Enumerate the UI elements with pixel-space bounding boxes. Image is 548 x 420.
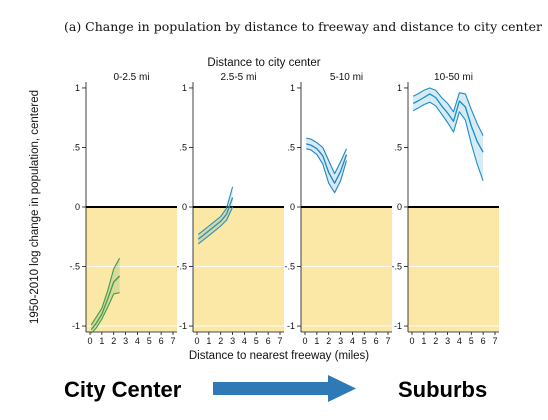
x-tick-label: 0 bbox=[302, 336, 307, 346]
y-tick-label: .5 bbox=[394, 142, 402, 152]
x-tick-label: 2 bbox=[111, 336, 116, 346]
x-tick-label: 5 bbox=[469, 336, 474, 346]
below-zero-shading bbox=[301, 207, 392, 332]
y-tick-label: 1 bbox=[397, 83, 402, 93]
y-tick-label: -.5 bbox=[284, 262, 295, 272]
x-tick-label: 3 bbox=[230, 336, 235, 346]
y-tick-label: .5 bbox=[179, 142, 187, 152]
upper-bound-line bbox=[90, 257, 121, 326]
x-tick-label: 7 bbox=[385, 336, 390, 346]
y-tick-label: -.5 bbox=[176, 262, 187, 272]
y-tick-label: -.5 bbox=[69, 262, 80, 272]
x-tick-label: 0 bbox=[194, 336, 199, 346]
lower-bound-line bbox=[90, 292, 120, 334]
panel-title: 0-2.5 mi bbox=[113, 72, 149, 83]
y-tick-label: 0 bbox=[75, 202, 80, 212]
x-tick-label: 6 bbox=[266, 336, 271, 346]
y-tick-label: -.5 bbox=[391, 262, 402, 272]
y-tick-label: -1 bbox=[394, 321, 402, 331]
panel-2: 5-10 mi1.50-.5-10 1 2 3 4 5 6 7 bbox=[284, 72, 392, 346]
direction-arrow bbox=[213, 375, 356, 402]
x-tick-label: 6 bbox=[481, 336, 486, 346]
x-tick-label: 4 bbox=[457, 336, 462, 346]
y-tick-label: 0 bbox=[397, 202, 402, 212]
lower-bound-line bbox=[306, 148, 348, 194]
upper-bound-line bbox=[306, 137, 348, 175]
series-line bbox=[306, 143, 348, 184]
x-tick-label: 4 bbox=[242, 336, 247, 346]
confidence-band bbox=[198, 186, 233, 244]
series-line bbox=[90, 275, 121, 331]
x-tick-label: 7 bbox=[170, 336, 175, 346]
panel-1: 2.5-5 mi1.50-.5-10 1 2 3 4 5 6 7 bbox=[176, 72, 284, 346]
x-axis-label: Distance to nearest freeway (miles) bbox=[189, 350, 369, 362]
lower-bound-line bbox=[412, 101, 484, 181]
panel-0: 0-2.5 mi1.50-.5-10 1 2 3 4 5 6 7 bbox=[69, 72, 177, 346]
x-tick-label: 2 bbox=[433, 336, 438, 346]
x-tick-label: 0 bbox=[87, 336, 92, 346]
series-line bbox=[412, 93, 484, 153]
x-tick-label: 6 bbox=[159, 336, 164, 346]
x-tick-label: 1 bbox=[206, 336, 211, 346]
arrow-shaft bbox=[213, 382, 328, 395]
upper-bound-line bbox=[197, 186, 234, 235]
x-tick-label: 3 bbox=[338, 336, 343, 346]
y-tick-label: 0 bbox=[182, 202, 187, 212]
panels-group: 0-2.5 mi1.50-.5-10 1 2 3 4 5 6 72.5-5 mi1.50-.5… bbox=[69, 72, 499, 346]
panel-title: 2.5-5 mi bbox=[220, 72, 256, 83]
figure-caption: (a) Change in population by distance to … bbox=[64, 19, 542, 34]
panel-title: 10-50 mi bbox=[434, 72, 473, 83]
x-tick-label: 5 bbox=[147, 336, 152, 346]
city-center-label: City Center bbox=[64, 377, 182, 402]
x-tick-label: 4 bbox=[135, 336, 140, 346]
arrow-head bbox=[328, 375, 356, 402]
x-tick-label: 2 bbox=[326, 336, 331, 346]
x-tick-label: 3 bbox=[445, 336, 450, 346]
x-tick-label: 5 bbox=[362, 336, 367, 346]
panel-3: 10-50 mi1.50-.5-10 1 2 3 4 5 6 7 bbox=[391, 72, 499, 346]
confidence-band bbox=[413, 88, 484, 181]
upper-bound-line bbox=[412, 87, 484, 136]
x-tick-label: 0 bbox=[409, 336, 414, 346]
x-tick-label: 1 bbox=[99, 336, 104, 346]
x-tick-label: 7 bbox=[492, 336, 497, 346]
y-axis-label: 1950-2010 log change in population, cent… bbox=[29, 90, 41, 324]
x-tick-label: 4 bbox=[350, 336, 355, 346]
y-tick-label: 1 bbox=[75, 83, 80, 93]
x-tick-label: 5 bbox=[254, 336, 259, 346]
y-tick-label: -1 bbox=[287, 321, 295, 331]
x-tick-label: 2 bbox=[218, 336, 223, 346]
y-tick-label: 1 bbox=[290, 83, 295, 93]
series-line bbox=[197, 197, 234, 240]
below-zero-shading bbox=[86, 207, 177, 332]
y-tick-label: .5 bbox=[287, 142, 295, 152]
y-tick-label: 1 bbox=[182, 83, 187, 93]
below-zero-shading bbox=[193, 207, 284, 332]
below-zero-shading bbox=[408, 207, 499, 332]
y-tick-label: -1 bbox=[72, 321, 80, 331]
panel-title: 5-10 mi bbox=[330, 72, 363, 83]
y-tick-label: -1 bbox=[179, 321, 187, 331]
y-tick-label: .5 bbox=[72, 142, 80, 152]
x-tick-label: 7 bbox=[277, 336, 282, 346]
chart-title: Distance to city center bbox=[207, 57, 320, 69]
x-tick-label: 1 bbox=[314, 336, 319, 346]
x-tick-label: 1 bbox=[421, 336, 426, 346]
y-tick-label: 0 bbox=[290, 202, 295, 212]
suburbs-label: Suburbs bbox=[398, 377, 487, 402]
x-tick-label: 6 bbox=[374, 336, 379, 346]
lower-bound-line bbox=[197, 206, 234, 245]
x-tick-label: 3 bbox=[123, 336, 128, 346]
